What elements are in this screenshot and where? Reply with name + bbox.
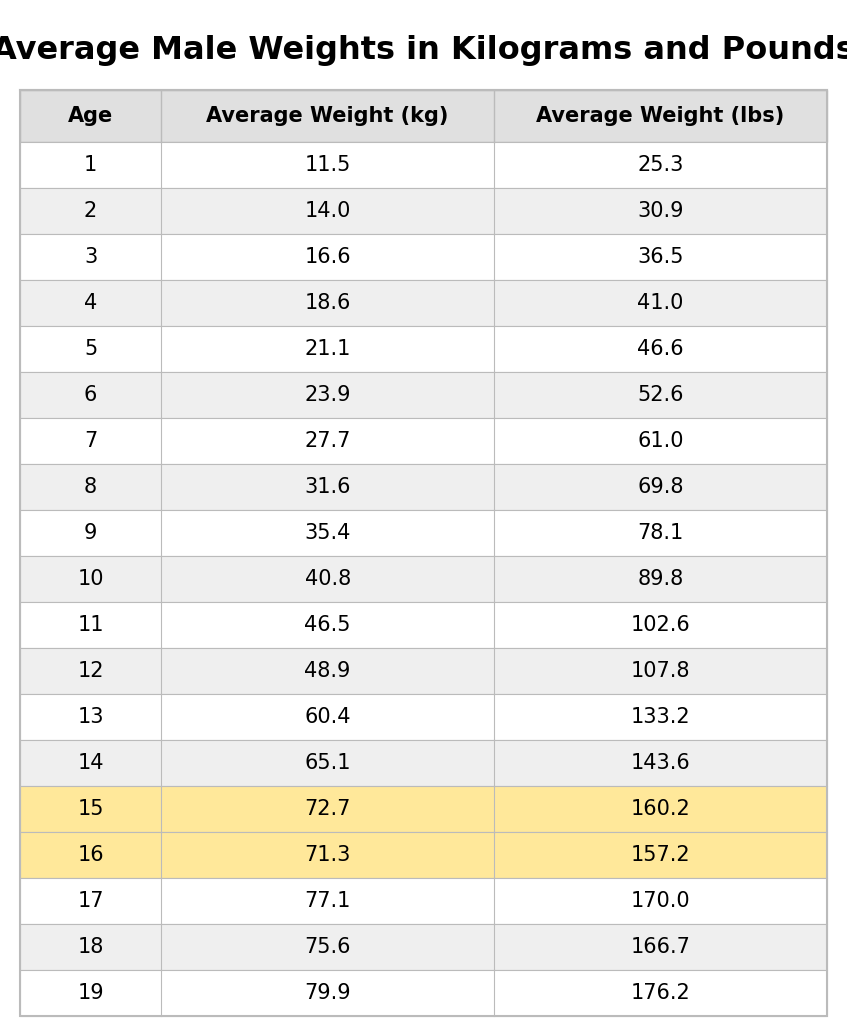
Text: 41.0: 41.0 [638,293,684,313]
Text: 30.9: 30.9 [637,201,684,221]
Text: 7: 7 [84,431,97,451]
Text: 1: 1 [84,155,97,175]
Bar [20,878,827,924]
Text: Average Weight (lbs): Average Weight (lbs) [536,106,784,126]
Text: 15: 15 [77,799,104,819]
Text: 5: 5 [84,339,97,359]
Bar [20,326,827,372]
Text: 143.6: 143.6 [631,753,690,773]
Text: 13: 13 [77,707,104,727]
Bar [20,280,827,326]
Bar [20,372,827,418]
Text: 21.1: 21.1 [304,339,351,359]
Text: 25.3: 25.3 [638,155,684,175]
Text: 170.0: 170.0 [631,891,690,911]
Text: 27.7: 27.7 [304,431,351,451]
Text: 107.8: 107.8 [631,662,690,681]
Text: 3: 3 [84,247,97,267]
Bar [20,510,827,556]
Bar [20,142,827,188]
Text: 89.8: 89.8 [638,569,684,589]
Text: 16: 16 [77,845,104,865]
Text: 46.6: 46.6 [637,339,684,359]
Text: 166.7: 166.7 [631,937,690,957]
Bar [20,464,827,510]
Text: 14: 14 [77,753,104,773]
Text: 11: 11 [77,615,104,635]
Text: 10: 10 [77,569,104,589]
Text: Average Weight (kg): Average Weight (kg) [207,106,449,126]
Bar [20,10,827,90]
Text: 8: 8 [84,477,97,497]
Text: 14.0: 14.0 [304,201,351,221]
Text: 9: 9 [84,523,97,543]
Text: 72.7: 72.7 [304,799,351,819]
Bar [20,694,827,740]
Text: 11.5: 11.5 [304,155,351,175]
Text: 31.6: 31.6 [304,477,351,497]
Text: 160.2: 160.2 [631,799,690,819]
Bar [20,90,827,142]
Text: 65.1: 65.1 [304,753,351,773]
Bar [20,786,827,831]
Bar [20,648,827,694]
Text: 18: 18 [77,937,104,957]
Text: 75.6: 75.6 [304,937,351,957]
Bar [20,188,827,234]
Text: Age: Age [68,106,113,126]
Text: 102.6: 102.6 [631,615,690,635]
Bar [20,970,827,1016]
Text: 18.6: 18.6 [304,293,351,313]
Text: 77.1: 77.1 [304,891,351,911]
Text: 78.1: 78.1 [638,523,684,543]
Text: 23.9: 23.9 [304,385,351,406]
Text: 4: 4 [84,293,97,313]
Text: 48.9: 48.9 [304,662,351,681]
Text: 69.8: 69.8 [637,477,684,497]
Text: 17: 17 [77,891,104,911]
Bar [20,831,827,878]
Bar [20,234,827,280]
Text: 60.4: 60.4 [304,707,351,727]
Text: 19: 19 [77,983,104,1002]
Text: 79.9: 79.9 [304,983,351,1002]
Bar [20,740,827,786]
Bar [20,556,827,602]
Bar [20,924,827,970]
Text: 176.2: 176.2 [631,983,690,1002]
Text: 61.0: 61.0 [637,431,684,451]
Text: 40.8: 40.8 [305,569,351,589]
Text: 46.5: 46.5 [304,615,351,635]
Text: Average Male Weights in Kilograms and Pounds: Average Male Weights in Kilograms and Po… [0,35,847,66]
Text: 71.3: 71.3 [304,845,351,865]
Text: 2: 2 [84,201,97,221]
Text: 133.2: 133.2 [631,707,690,727]
Text: 52.6: 52.6 [637,385,684,406]
Bar [20,418,827,464]
Text: 16.6: 16.6 [304,247,351,267]
Bar [20,602,827,648]
Text: 12: 12 [77,662,104,681]
Text: 36.5: 36.5 [637,247,684,267]
Text: 157.2: 157.2 [631,845,690,865]
Text: 6: 6 [84,385,97,406]
Text: 35.4: 35.4 [304,523,351,543]
